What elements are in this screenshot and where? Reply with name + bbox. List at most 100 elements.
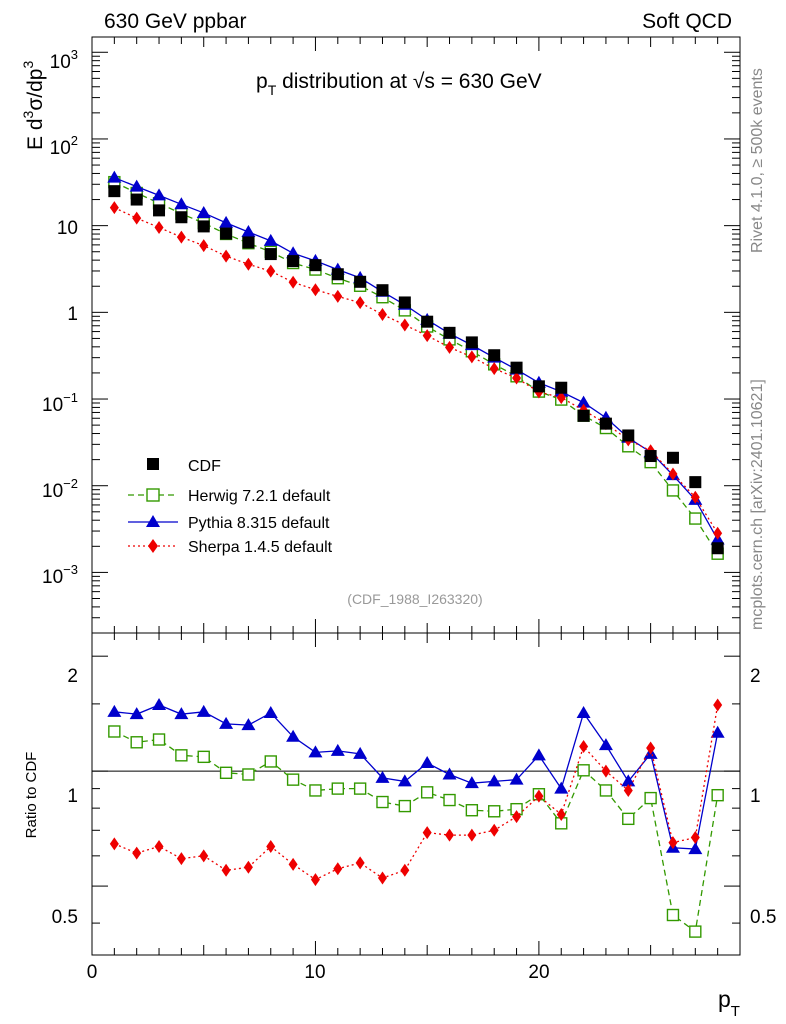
data-point-cdf bbox=[197, 220, 210, 233]
legend-label-sherpa: Sherpa 1.4.5 default bbox=[188, 539, 333, 556]
data-point-cdf bbox=[599, 417, 612, 430]
data-point-cdf bbox=[331, 268, 344, 281]
ratio-point-sherpa bbox=[512, 810, 522, 824]
ratio-point-sherpa bbox=[154, 839, 164, 853]
data-point-cdf bbox=[376, 284, 389, 297]
y-tick-label: 1 bbox=[67, 304, 78, 325]
ratio-point-sherpa bbox=[355, 856, 365, 870]
data-point-herwig bbox=[666, 484, 680, 497]
ratio-point-pythia bbox=[531, 748, 546, 761]
legend-marker-pythia bbox=[146, 515, 160, 527]
ratio-tick-label-right: 0.5 bbox=[750, 907, 776, 928]
ratio-point-sherpa bbox=[489, 823, 499, 837]
ratio-point-sherpa bbox=[623, 783, 633, 797]
ratio-point-herwig bbox=[108, 725, 121, 738]
main-data-layer bbox=[107, 170, 725, 560]
data-point-sherpa bbox=[713, 526, 723, 540]
ratio-point-pythia bbox=[621, 774, 636, 787]
data-point-sherpa bbox=[243, 257, 253, 271]
plot-title: pT distribution at √s = 630 GeV bbox=[256, 70, 542, 98]
ratio-point-pythia bbox=[219, 716, 234, 729]
ratio-point-pythia bbox=[598, 738, 613, 751]
ratio-point-herwig bbox=[264, 755, 277, 768]
x-tick-label: 0 bbox=[87, 962, 98, 983]
ratio-point-herwig bbox=[622, 812, 635, 826]
ratio-point-sherpa bbox=[377, 871, 387, 885]
data-point-sherpa bbox=[512, 371, 522, 385]
x-tick-labels: 0 10 20 bbox=[87, 962, 550, 983]
series-line-herwig bbox=[114, 181, 719, 555]
ratio-point-herwig bbox=[420, 786, 434, 799]
data-point-cdf bbox=[465, 336, 478, 349]
ratio-point-herwig bbox=[488, 805, 501, 818]
data-point-pythia bbox=[152, 188, 167, 201]
ratio-point-pythia bbox=[330, 743, 345, 756]
ratio-point-sherpa bbox=[243, 860, 253, 874]
ratio-point-pythia bbox=[442, 767, 457, 780]
ratio-point-herwig bbox=[711, 788, 724, 802]
data-point-sherpa bbox=[355, 296, 365, 310]
data-point-pythia bbox=[174, 197, 189, 210]
legend-label-cdf: CDF bbox=[188, 458, 221, 475]
data-point-sherpa bbox=[221, 249, 231, 263]
ratio-point-pythia bbox=[107, 704, 122, 717]
data-point-sherpa bbox=[400, 318, 410, 332]
data-point-sherpa bbox=[310, 283, 320, 297]
ratio-tick-label: 1 bbox=[67, 786, 78, 807]
ratio-point-sherpa bbox=[422, 826, 432, 840]
ratio-point-pythia bbox=[263, 705, 278, 718]
mcplots-label: mcplots.cern.ch [arXiv:2401.10621] bbox=[749, 379, 766, 630]
ratio-point-sherpa bbox=[199, 849, 209, 863]
ratio-point-herwig bbox=[689, 925, 702, 938]
legend: CDF Herwig 7.2.1 default Pythia 8.315 de… bbox=[128, 458, 333, 556]
data-point-cdf bbox=[421, 315, 434, 328]
data-point-cdf bbox=[666, 451, 679, 464]
ratio-plot-frame bbox=[91, 632, 741, 956]
data-point-cdf bbox=[711, 542, 724, 555]
ratio-point-sherpa bbox=[333, 862, 343, 876]
data-point-cdf bbox=[532, 380, 545, 393]
data-point-sherpa bbox=[176, 230, 186, 244]
ratio-point-herwig bbox=[443, 793, 456, 807]
ratio-point-pythia bbox=[152, 697, 167, 710]
ratio-point-sherpa bbox=[266, 839, 276, 853]
ratio-point-sherpa bbox=[445, 828, 455, 842]
ratio-point-herwig bbox=[577, 764, 590, 777]
ratio-point-sherpa bbox=[467, 828, 477, 842]
data-point-pythia bbox=[107, 170, 122, 183]
y-axis-title: E d3σ/dp3 bbox=[20, 61, 47, 150]
ratio-point-pythia bbox=[241, 718, 256, 731]
ratio-point-sherpa bbox=[221, 863, 231, 877]
series-line-pythia bbox=[114, 177, 719, 540]
ratio-point-sherpa bbox=[713, 698, 723, 712]
data-point-cdf bbox=[488, 349, 501, 362]
ratio-point-herwig bbox=[130, 736, 143, 749]
data-point-herwig bbox=[689, 512, 702, 525]
ratio-point-herwig bbox=[644, 791, 657, 805]
ratio-point-pythia bbox=[174, 707, 189, 720]
ratio-point-pythia bbox=[688, 842, 703, 855]
ratio-point-herwig bbox=[286, 773, 300, 786]
ratio-line-pythia bbox=[114, 704, 719, 850]
ratio-point-sherpa bbox=[690, 831, 700, 845]
data-point-cdf bbox=[175, 211, 188, 224]
ratio-point-sherpa bbox=[601, 764, 611, 778]
data-point-sherpa bbox=[467, 350, 477, 364]
legend-label-herwig: Herwig 7.2.1 default bbox=[188, 488, 331, 505]
ratio-point-sherpa bbox=[132, 846, 142, 860]
data-point-sherpa bbox=[422, 329, 432, 343]
ratio-point-pythia bbox=[286, 729, 301, 742]
ratio-point-herwig bbox=[197, 750, 210, 764]
ratio-point-herwig bbox=[152, 733, 166, 746]
x-tick-label: 10 bbox=[304, 962, 325, 983]
y-tick-label: 10−2 bbox=[42, 476, 78, 502]
y-tick-label: 10−3 bbox=[42, 562, 78, 588]
ratio-point-pythia bbox=[509, 772, 524, 785]
y-tick-label: 10 bbox=[57, 218, 78, 239]
y-tick-label: 10−1 bbox=[42, 390, 78, 416]
data-point-pythia bbox=[219, 215, 234, 228]
y-tick-label: 103 bbox=[50, 47, 78, 73]
ratio-point-herwig bbox=[465, 804, 479, 817]
data-point-cdf bbox=[220, 227, 233, 240]
